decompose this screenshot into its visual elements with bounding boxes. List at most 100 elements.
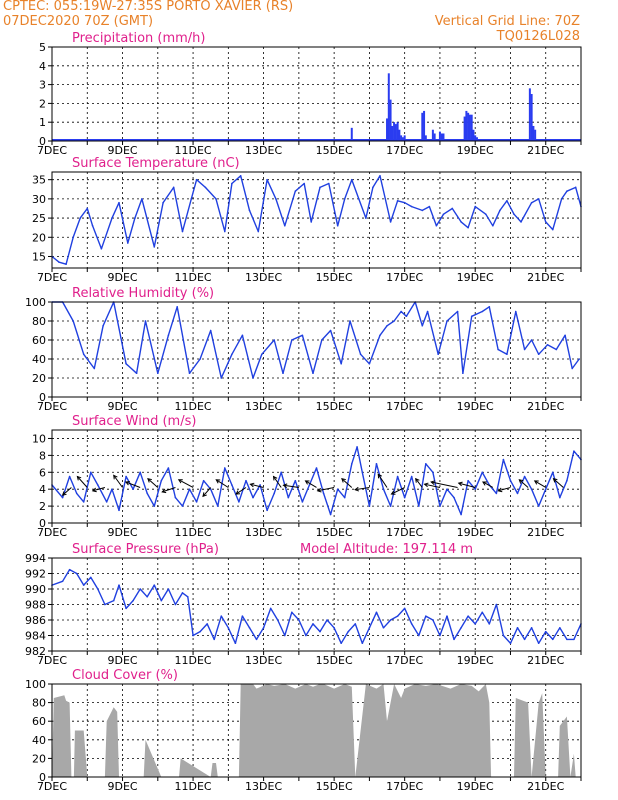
series-point — [146, 595, 149, 598]
x-tick-label: 9DEC — [107, 271, 137, 284]
y-tick-label: 982 — [25, 645, 46, 658]
series-point — [305, 634, 307, 637]
wind-arrow — [162, 487, 176, 493]
series-point — [261, 353, 263, 356]
series-point — [361, 471, 364, 474]
precip-bar — [423, 110, 426, 141]
series-point — [144, 320, 147, 322]
series-point — [405, 315, 408, 318]
series-point — [139, 588, 141, 590]
series-point — [209, 488, 212, 490]
series-point — [365, 217, 367, 219]
x-tick-label: 21DEC — [527, 780, 564, 793]
series-point — [566, 638, 568, 641]
wind-arrow-head — [377, 473, 383, 479]
y-tick-label: 20 — [32, 372, 46, 385]
wind-arrow-head — [124, 480, 130, 486]
precip-bar — [391, 125, 394, 141]
y-tick-label: 35 — [32, 174, 46, 187]
wind-arrow — [62, 487, 72, 496]
series-point — [467, 615, 469, 617]
y-tick-label: 6 — [39, 466, 46, 479]
series-point — [347, 630, 350, 633]
series-point — [266, 509, 268, 512]
series-point — [474, 623, 477, 625]
series-point — [349, 320, 351, 322]
y-tick-label: 80 — [32, 315, 46, 328]
y-tick-label: 20 — [32, 752, 46, 765]
series-point — [276, 619, 279, 621]
series-point — [326, 619, 328, 621]
x-tick-label: 15DEC — [316, 144, 353, 157]
wind-arrow-head — [457, 481, 463, 487]
wind-arrow-head — [304, 480, 310, 485]
wind-arrow-head — [533, 480, 539, 485]
series-point — [506, 353, 508, 356]
wind-arrow — [202, 487, 212, 497]
wind-arrow — [317, 487, 335, 492]
series-point — [234, 642, 237, 645]
series-point — [393, 320, 395, 322]
wind-arrow — [498, 487, 511, 492]
model-code-text: TQ0126L028 — [496, 29, 580, 44]
series-point — [206, 623, 208, 625]
series-point — [439, 505, 441, 507]
series-point — [428, 205, 431, 208]
series-point — [160, 599, 163, 602]
series-point — [488, 623, 491, 625]
series-point — [322, 492, 325, 495]
series-point — [283, 224, 286, 227]
panel-frame — [51, 171, 582, 269]
series-point — [287, 496, 290, 499]
series-point — [105, 501, 108, 503]
series-point — [389, 619, 392, 621]
x-tick-label: 11DEC — [175, 271, 212, 284]
x-tick-label: 7DEC — [37, 271, 67, 284]
series-point — [566, 190, 568, 192]
series-point — [417, 634, 420, 637]
series-point — [153, 584, 156, 586]
wind-arrow-head — [497, 487, 503, 493]
series-point — [252, 377, 254, 379]
series-point — [375, 611, 378, 614]
series-point — [118, 201, 120, 204]
wind-arrow-head — [161, 488, 167, 494]
series-point — [160, 479, 163, 482]
wind-arrow — [125, 481, 141, 488]
series-point — [202, 479, 205, 482]
series-point — [456, 310, 459, 313]
run-date-text: 07DEC2020 70Z (GMT) — [3, 14, 154, 29]
y-tick-label: 0 — [39, 391, 46, 404]
panel-frame — [51, 683, 582, 778]
x-tick-label: 9DEC — [107, 526, 137, 539]
series-point — [157, 372, 159, 375]
series-point — [495, 492, 498, 495]
series-point — [127, 242, 129, 244]
x-tick-label: 15DEC — [316, 654, 353, 667]
series-point — [238, 501, 240, 503]
panel-frame — [51, 301, 582, 398]
series-point — [181, 505, 184, 507]
series-point — [72, 236, 74, 239]
series-point — [426, 310, 429, 313]
series-point — [89, 576, 92, 579]
series-point — [573, 638, 575, 641]
wind-arrow-head — [518, 479, 524, 484]
series-point — [135, 372, 138, 375]
wind-arrow — [553, 478, 564, 488]
series-point — [484, 213, 487, 216]
series-point — [75, 572, 78, 575]
series-point — [530, 201, 533, 204]
series-point — [442, 213, 445, 216]
series-point — [421, 324, 424, 327]
wind-arrow-head — [341, 477, 346, 483]
series-point — [340, 642, 342, 645]
x-tick-label: 19DEC — [457, 400, 494, 413]
series-point — [231, 353, 233, 356]
series-point — [82, 501, 85, 503]
series-point — [181, 592, 184, 594]
series-point — [132, 488, 134, 490]
series-point — [146, 492, 149, 495]
series-point — [467, 226, 469, 229]
series-point — [410, 205, 413, 208]
